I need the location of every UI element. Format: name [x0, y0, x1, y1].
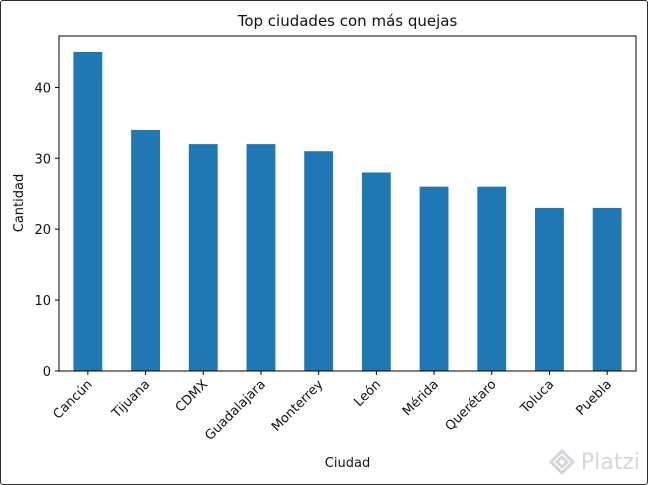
bar-8 [535, 207, 564, 371]
bar-6 [419, 186, 449, 371]
x-tick-label: Guadalajara [202, 377, 268, 443]
y-axis: 0 10 20 30 40 [34, 81, 59, 380]
plot-area-frame [58, 35, 637, 372]
bar-2 [188, 144, 218, 371]
x-tick-label: Toluca [517, 377, 557, 417]
watermark-text: Platzi [580, 449, 640, 475]
platzi-logo-icon [548, 449, 575, 475]
x-tick-label: Tijuana [109, 377, 154, 422]
y-tick-label: 20 [34, 223, 51, 238]
x-tick-label: Querétaro [443, 377, 500, 434]
chart-title: Top ciudades con más quejas [237, 12, 458, 30]
bar-1 [131, 129, 160, 371]
x-tick-label: CDMX [173, 377, 211, 415]
bar-9 [592, 207, 622, 371]
x-tick-label: Cancún [50, 377, 95, 422]
y-tick-label: 40 [34, 81, 51, 96]
bar-3 [246, 144, 276, 371]
x-tick-label: Mérida [400, 377, 442, 419]
bar-7 [477, 186, 507, 371]
x-tick-label: León [351, 377, 384, 410]
bars-group [73, 51, 622, 371]
y-axis-label: Cantidad [12, 174, 27, 232]
bar-0 [73, 51, 103, 371]
x-tick-label: Puebla [573, 377, 614, 418]
y-tick-label: 30 [34, 152, 51, 167]
x-axis-label: Ciudad [325, 456, 370, 471]
y-tick-label: 10 [34, 294, 51, 309]
bar-5 [361, 172, 391, 371]
bar-4 [304, 151, 334, 371]
x-tick-label: Monterrey [269, 377, 327, 435]
y-tick-label: 0 [43, 365, 51, 380]
platzi-watermark: Platzi [548, 449, 640, 475]
